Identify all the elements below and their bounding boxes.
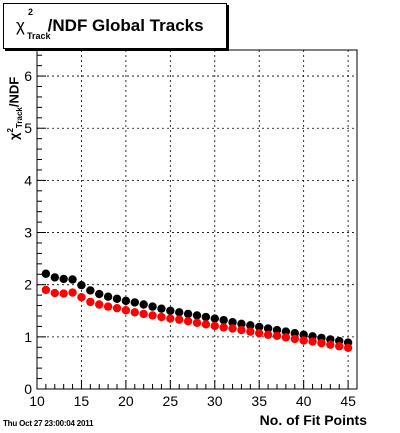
- data-point-series-2: [317, 338, 326, 348]
- data-point-series-2: [95, 300, 104, 309]
- data-point-series-2: [201, 320, 211, 329]
- y-axis-label-text: χ2Track/NDF: [6, 77, 24, 140]
- data-point-series-2: [166, 314, 175, 323]
- data-point-series-1: [77, 281, 86, 290]
- data-point-series-1: [263, 324, 273, 333]
- data-point-series-1: [103, 292, 113, 301]
- data-point-series-1: [68, 275, 77, 284]
- x-tick-label: 15: [74, 393, 90, 409]
- x-tick-label: 40: [296, 393, 312, 409]
- y-tick-label: 0: [24, 381, 32, 397]
- data-point-series-2: [308, 337, 317, 346]
- data-point-series-2: [210, 321, 219, 331]
- data-point-series-1: [86, 286, 95, 295]
- x-tick-label: 25: [163, 393, 179, 409]
- data-point-series-2: [263, 330, 273, 339]
- y-tick-label: 3: [24, 225, 32, 241]
- data-point-series-1: [139, 300, 148, 309]
- data-point-series-2: [103, 302, 113, 311]
- y-tick-label: 4: [24, 172, 32, 188]
- x-tick-label: 20: [118, 393, 134, 409]
- data-point-series-1: [95, 289, 104, 299]
- data-point-series-2: [255, 328, 264, 338]
- data-points: [41, 269, 353, 352]
- timestamp: Thu Oct 27 23:00:04 2011: [3, 419, 94, 428]
- data-point-series-2: [148, 311, 157, 320]
- title-subscript: Track: [27, 31, 51, 41]
- data-point-series-2: [41, 285, 51, 295]
- data-point-series-2: [192, 318, 202, 327]
- data-point-series-2: [77, 293, 86, 302]
- data-point-series-2: [326, 340, 335, 349]
- y-tick-label: 2: [24, 277, 32, 293]
- data-point-series-1: [166, 306, 175, 315]
- data-point-series-1: [201, 312, 211, 322]
- title-chi-symbol: χ: [16, 16, 25, 35]
- data-point-series-1: [112, 294, 122, 303]
- chart-title-box: χ 2 Track /NDF Global Tracks: [3, 3, 227, 49]
- data-point-series-1: [175, 308, 184, 317]
- data-point-series-1: [192, 311, 202, 320]
- data-point-series-2: [183, 317, 193, 326]
- data-point-series-2: [50, 288, 59, 298]
- data-point-series-2: [219, 323, 228, 332]
- data-point-series-2: [272, 331, 282, 341]
- y-tick-label: 6: [24, 68, 32, 84]
- data-point-series-2: [246, 327, 255, 336]
- data-point-series-2: [68, 288, 77, 297]
- ylabel-main: /NDF: [6, 76, 22, 108]
- data-point-series-2: [290, 334, 299, 344]
- data-point-series-1: [121, 296, 131, 306]
- y-axis-label: χ2Track/NDF: [6, 50, 28, 140]
- data-point-series-1: [50, 273, 59, 282]
- x-axis-label: No. of Fit Points: [259, 412, 367, 428]
- ylabel-superscript: 2: [6, 128, 15, 133]
- ylabel-subscript: Track: [14, 107, 24, 129]
- data-point-series-1: [41, 269, 51, 278]
- data-point-series-2: [228, 324, 237, 333]
- title-superscript: 2: [28, 7, 34, 17]
- data-point-series-2: [237, 325, 246, 335]
- data-point-series-2: [59, 289, 68, 298]
- data-point-series-2: [121, 306, 131, 315]
- data-point-series-1: [183, 309, 193, 319]
- axis-ticks: [36, 54, 358, 390]
- x-tick-label: 30: [207, 393, 223, 409]
- data-point-series-2: [86, 297, 95, 307]
- data-point-series-1: [219, 315, 228, 325]
- data-point-series-1: [210, 314, 219, 323]
- data-point-series-1: [59, 274, 68, 284]
- data-point-series-1: [246, 321, 255, 330]
- x-tick-label: 10: [29, 393, 45, 409]
- data-point-series-1: [130, 298, 139, 307]
- data-point-series-2: [299, 336, 308, 345]
- x-tick-label: 35: [251, 393, 267, 409]
- ylabel-chi-symbol: χ: [6, 132, 22, 140]
- chart-title: χ 2 Track /NDF Global Tracks: [16, 7, 204, 41]
- data-point-series-1: [255, 322, 264, 332]
- x-tick-label: 45: [340, 393, 356, 409]
- data-point-series-2: [335, 342, 344, 351]
- data-point-series-2: [112, 303, 122, 313]
- data-point-series-2: [130, 308, 139, 317]
- data-point-series-2: [139, 309, 148, 319]
- title-text-main: /NDF Global Tracks: [47, 16, 204, 35]
- data-point-series-2: [343, 343, 353, 352]
- data-point-series-1: [148, 302, 157, 311]
- data-point-series-1: [237, 319, 246, 329]
- data-point-series-1: [157, 304, 166, 313]
- data-point-series-2: [281, 333, 291, 342]
- y-tick-label: 1: [24, 329, 32, 345]
- y-tick-label: 5: [24, 120, 32, 136]
- grid-lines: [37, 50, 357, 389]
- data-point-series-2: [175, 315, 184, 324]
- data-point-series-2: [157, 312, 166, 322]
- data-point-series-1: [228, 318, 237, 327]
